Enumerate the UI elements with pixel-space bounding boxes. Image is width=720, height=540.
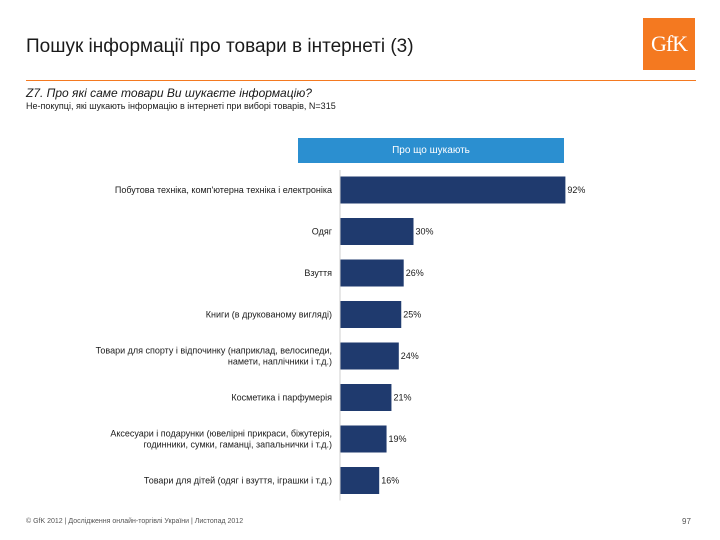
value-label-7: 16% — [381, 476, 399, 486]
value-label-6: 19% — [389, 434, 407, 444]
bar-4 — [340, 342, 399, 370]
category-label-1: Одяг — [312, 227, 333, 237]
category-label-4: Товари для спорту і відпочинку (наприкла… — [96, 346, 332, 367]
value-label-3: 25% — [403, 310, 421, 320]
slide-title: Пошук інформації про товари в інтернеті … — [26, 36, 414, 57]
value-label-0: 92% — [567, 185, 585, 195]
bar-1 — [340, 218, 414, 245]
category-label-6: Аксесуари і подарунки (ювелірні прикраси… — [110, 429, 332, 450]
bar-6 — [340, 425, 387, 453]
value-label-2: 26% — [406, 268, 424, 278]
bar-7 — [340, 467, 380, 494]
category-label-7: Товари для дітей (одяг і взуття, іграшки… — [144, 476, 332, 486]
value-label-4: 24% — [401, 351, 419, 361]
bar-2 — [340, 259, 404, 287]
category-label-5: Косметика і парфумерія — [231, 393, 332, 403]
value-label-5: 21% — [393, 393, 411, 403]
bar-5 — [340, 384, 392, 411]
gfk-logo: GfK — [643, 18, 695, 70]
survey-question: Z7. Про які саме товари Ви шукаєте інфор… — [26, 86, 312, 100]
chart-header: Про що шукають — [298, 138, 564, 163]
category-label-2: Взуття — [304, 268, 332, 278]
category-label-0: Побутова техніка, комп'ютерна техніка і … — [115, 185, 332, 195]
page-number: 97 — [682, 517, 691, 526]
title-divider — [26, 80, 696, 81]
value-label-1: 30% — [416, 227, 434, 237]
bar-0 — [340, 176, 566, 204]
bar-chart: 92% Побутова техніка, комп'ютерна техніка… — [96, 170, 585, 501]
sample-description: Не-покупці, які шукають інформацію в інт… — [26, 101, 336, 111]
footer-text: © GfK 2012 | Дослідження онлайн-торгівлі… — [26, 518, 244, 525]
bar-3 — [340, 301, 402, 328]
category-label-3: Книги (в друкованому вигляді) — [206, 310, 332, 320]
